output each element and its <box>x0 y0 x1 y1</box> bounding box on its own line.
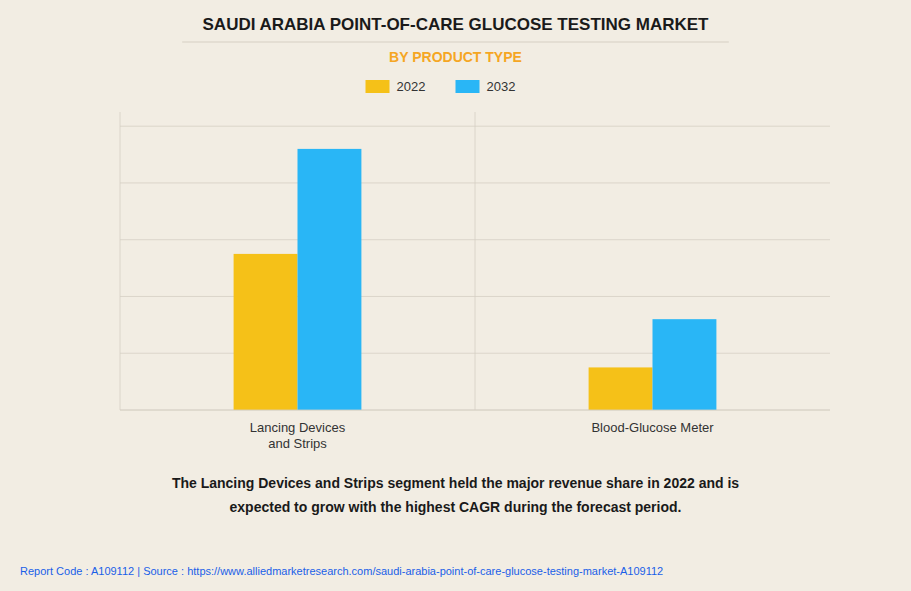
divider <box>475 112 476 410</box>
legend-label: 2032 <box>487 79 516 94</box>
x-tick-label: Blood-Glucose Meter <box>591 420 714 435</box>
legend-swatch <box>456 80 480 93</box>
annotation: The Lancing Devices and Strips segment h… <box>172 475 739 515</box>
grid-line <box>120 410 830 411</box>
footer: Report Code : A109112 | Source : https:/… <box>20 565 663 577</box>
chart: SAUDI ARABIA POINT-OF-CARE GLUCOSE TESTI… <box>0 0 911 591</box>
text-line: Blood-Glucose Meter <box>591 420 714 435</box>
title-rule <box>182 41 729 42</box>
x-axis-line <box>120 410 830 411</box>
legend: 2022 2032 <box>366 79 516 94</box>
title: SAUDI ARABIA POINT-OF-CARE GLUCOSE TESTI… <box>203 15 710 34</box>
legend-label: 2022 <box>397 79 426 94</box>
bars <box>234 149 717 410</box>
bar <box>589 367 653 410</box>
text-line: The Lancing Devices and Strips segment h… <box>172 475 739 491</box>
x-tick-label: Lancing Devicesand Strips <box>250 420 346 451</box>
subtitle: BY PRODUCT TYPE <box>389 49 522 65</box>
text-line: expected to grow with the highest CAGR d… <box>230 499 682 515</box>
background <box>0 0 911 591</box>
bar <box>653 319 717 410</box>
bar <box>298 149 362 410</box>
text-line: Lancing Devices <box>250 420 346 435</box>
bar <box>234 254 298 410</box>
y-axis-line <box>120 112 121 410</box>
text-line: and Strips <box>268 436 327 451</box>
legend-swatch <box>366 80 390 93</box>
